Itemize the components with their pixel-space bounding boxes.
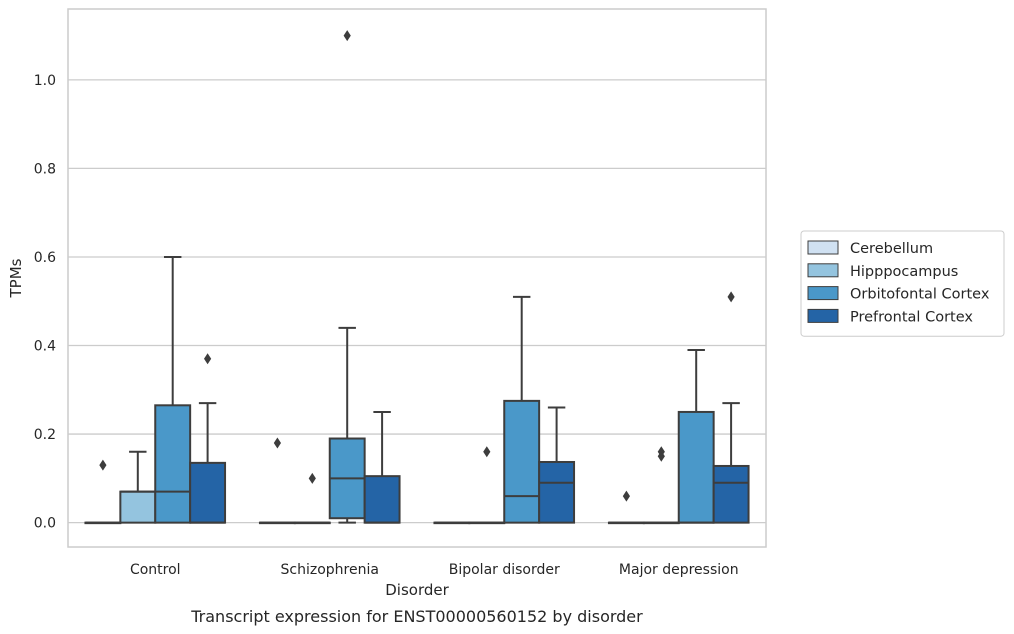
box-orbitofontal-cortex bbox=[503, 295, 541, 524]
box-iqr bbox=[363, 475, 401, 524]
legend-label: Hipppocampus bbox=[850, 264, 958, 280]
box-iqr bbox=[189, 461, 227, 524]
legend-label: Orbitofontal Cortex bbox=[850, 287, 990, 303]
outlier-point bbox=[99, 459, 107, 471]
outlier-point bbox=[657, 446, 665, 458]
box-orbitofontal-cortex bbox=[154, 255, 192, 524]
x-axis-ticks: Control Schizophrenia Bipolar disorder Majo… bbox=[130, 562, 739, 578]
x-tick-label: Schizophrenia bbox=[281, 562, 379, 578]
box-hipppocampus bbox=[119, 450, 157, 524]
legend-item: Cerebellum bbox=[807, 240, 933, 257]
outlier-point bbox=[204, 353, 212, 365]
box-prefrontal-cortex bbox=[712, 291, 750, 524]
plot-area-frame bbox=[67, 8, 767, 548]
box-series bbox=[84, 30, 750, 525]
box-cerebellum bbox=[258, 437, 296, 525]
legend-item: Orbitofontal Cortex bbox=[807, 286, 990, 303]
y-tick-label: 0.4 bbox=[34, 339, 56, 355]
x-tick-label: Bipolar disorder bbox=[449, 562, 560, 578]
legend-frame bbox=[800, 230, 1005, 337]
box-orbitofontal-cortex bbox=[328, 30, 366, 524]
y-tick-label: 0.0 bbox=[34, 516, 56, 532]
legend-label: Cerebellum bbox=[850, 241, 933, 257]
box-iqr bbox=[154, 404, 192, 524]
outlier-point bbox=[622, 490, 630, 502]
legend-items: Cerebellum Hipppocampus Orbitofontal Corte… bbox=[807, 240, 990, 325]
y-axis-ticks: 0.0 0.2 0.4 0.6 0.8 1.0 bbox=[34, 73, 56, 532]
legend-item: Prefrontal Cortex bbox=[807, 308, 973, 325]
box-prefrontal-cortex bbox=[363, 410, 401, 524]
legend-swatch bbox=[807, 263, 839, 278]
chart-caption: Transcript expression for ENST0000056015… bbox=[190, 607, 643, 626]
box-cerebellum bbox=[433, 521, 471, 525]
legend-swatch bbox=[807, 308, 839, 323]
x-tick-label: Major depression bbox=[619, 562, 739, 578]
legend-item: Hipppocampus bbox=[807, 263, 958, 280]
outlier-point bbox=[483, 446, 491, 458]
outlier-point bbox=[343, 30, 351, 42]
box-iqr bbox=[503, 399, 541, 524]
y-axis-title: TPMs bbox=[7, 258, 25, 298]
x-tick-label: Control bbox=[130, 562, 181, 578]
y-tick-label: 0.6 bbox=[34, 250, 56, 266]
outlier-point bbox=[308, 472, 316, 484]
legend-label: Prefrontal Cortex bbox=[850, 309, 973, 325]
legend: Cerebellum Hipppocampus Orbitofontal Corte… bbox=[800, 230, 1005, 337]
box-orbitofontal-cortex bbox=[677, 348, 715, 524]
legend-swatch bbox=[807, 240, 839, 255]
box-prefrontal-cortex bbox=[189, 353, 227, 524]
y-tick-label: 0.2 bbox=[34, 427, 56, 443]
y-tick-label: 1.0 bbox=[34, 73, 56, 89]
box-hipppocampus bbox=[642, 446, 680, 525]
box-iqr bbox=[712, 464, 750, 524]
box-hipppocampus bbox=[293, 472, 331, 525]
outlier-point bbox=[727, 291, 735, 303]
box-hipppocampus bbox=[468, 446, 506, 525]
y-tick-label: 0.8 bbox=[34, 161, 56, 177]
x-axis-title: Disorder bbox=[385, 581, 449, 599]
box-iqr bbox=[119, 490, 157, 524]
box-cerebellum bbox=[84, 459, 122, 525]
legend-swatch bbox=[807, 286, 839, 301]
box-iqr bbox=[677, 410, 715, 524]
box-cerebellum bbox=[607, 490, 645, 525]
box-iqr bbox=[538, 460, 576, 524]
outlier-point bbox=[273, 437, 281, 449]
box-prefrontal-cortex bbox=[538, 406, 576, 524]
